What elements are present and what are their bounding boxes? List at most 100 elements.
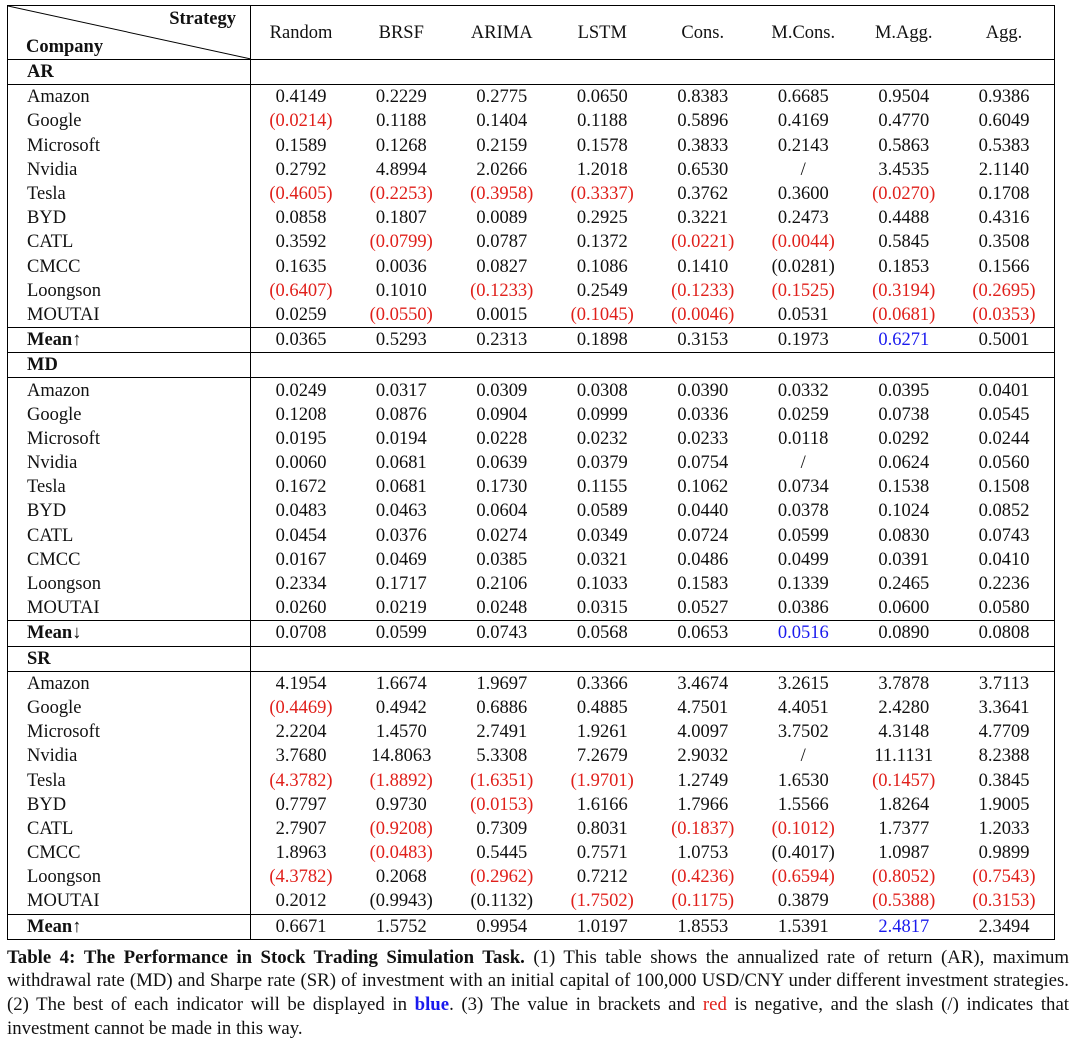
table-cell: 0.0386: [753, 596, 854, 622]
table-cell: (0.1457): [872, 770, 936, 791]
table-cell: 1.6674: [375, 673, 427, 694]
table-row: Google (0.4469) 0.4942 0.6886 0.4885 4.7501 4.…: [7, 695, 1055, 721]
company-name: Amazon: [7, 671, 251, 696]
table-cell: 0.0232: [576, 428, 628, 449]
table-cell: 0.1033: [576, 574, 628, 595]
table-cell: 0.1807: [375, 208, 427, 229]
table-cell: (0.3194): [872, 280, 936, 301]
mean-cell: 0.1898: [552, 327, 653, 354]
table-cell: 4.4051: [777, 697, 829, 718]
table-cell: 1.6530: [777, 770, 829, 791]
table-cell: 0.3508: [954, 230, 1055, 255]
table-row: BYD 0.7797 0.9730 (0.0153) 1.6166 1.7966 1.556…: [7, 792, 1055, 817]
table-cell: (0.1837): [671, 818, 735, 839]
table-cell: 0.3845: [954, 768, 1055, 793]
table-cell: (0.0353): [954, 302, 1055, 329]
table-cell: 0.5445: [476, 843, 528, 864]
table-cell: 0.0830: [878, 525, 930, 546]
table-cell: 0.7571: [576, 843, 628, 864]
section-name: AR: [7, 59, 251, 86]
table-cell: 0.0259: [250, 302, 351, 329]
table-cell: 0.1188: [376, 111, 427, 132]
table-row: Microsoft 0.0195 0.0194 0.0228 0.0232 0.0233 0…: [7, 426, 1055, 451]
table-cell: 0.1708: [954, 181, 1055, 207]
table-row: Microsoft 0.1589 0.1268 0.2159 0.1578 0.3833 0…: [7, 133, 1055, 158]
table-cell: 0.1024: [878, 501, 930, 522]
table-cell: 0.0604: [476, 501, 528, 522]
column-header: Agg.: [954, 5, 1055, 60]
table-cell: 0.9386: [954, 84, 1055, 110]
table-cell: 0.9504: [878, 87, 930, 108]
table-cell: 0.0787: [476, 232, 528, 253]
table-cell: (0.5388): [853, 889, 954, 915]
table-cell: (0.3958): [470, 184, 534, 205]
table-cell: 7.2679: [576, 746, 628, 767]
table-cell: 0.1208: [275, 404, 327, 425]
mean-cell: 2.3494: [954, 913, 1055, 940]
column-header: ARIMA: [451, 5, 552, 60]
best-mean-cell: 0.0516: [753, 620, 854, 647]
table-cell: 0.1188: [577, 111, 628, 132]
table-cell: 0.0650: [576, 87, 628, 108]
table-cell: 0.2106: [476, 574, 528, 595]
table-cell: 4.0097: [677, 722, 729, 743]
table-cell: 3.7113: [954, 671, 1055, 696]
table-cell: 0.0681: [375, 453, 427, 474]
table-cell: 0.0858: [275, 208, 327, 229]
company-name: Amazon: [7, 84, 251, 110]
table-cell: 0.3879: [753, 889, 854, 915]
table-cell: (0.9208): [369, 818, 433, 839]
table-cell: 1.0753: [677, 843, 729, 864]
table-cell: 0.0349: [576, 525, 628, 546]
caption-red-word: red: [702, 993, 727, 1015]
table-cell: 2.2204: [275, 722, 327, 743]
table-cell: 0.0385: [476, 549, 528, 570]
table-cell: 0.2775: [476, 87, 528, 108]
table-cell: 0.0194: [375, 428, 427, 449]
table-cell: 0.0560: [954, 451, 1055, 476]
table-cell: 1.8264: [878, 794, 930, 815]
mean-cell: 0.9954: [451, 913, 552, 940]
table-cell: 0.0483: [275, 501, 327, 522]
table-row: Nvidia 0.2792 4.8994 2.0266 1.2018 0.6530 / 3.4…: [7, 157, 1055, 182]
table-cell: (0.7543): [954, 865, 1055, 890]
table-cell: 0.6685: [777, 87, 829, 108]
table-cell: (0.0681): [853, 302, 954, 329]
table-cell: 0.0724: [677, 525, 729, 546]
table-cell: 0.1268: [375, 135, 427, 156]
table-cell: 0.0600: [853, 596, 954, 622]
mean-cell: 0.0808: [954, 620, 1055, 647]
table-cell: 0.1583: [677, 574, 729, 595]
corner-cell: Strategy Company: [7, 5, 251, 60]
table-cell: 0.2159: [476, 135, 528, 156]
table-cell: 0.4149: [275, 87, 327, 108]
table-cell: 0.0738: [878, 404, 930, 425]
mean-cell: 0.3153: [652, 327, 753, 354]
table-cell: (1.7502): [552, 889, 653, 915]
table-cell: 0.1730: [476, 477, 528, 498]
mean-cell: 0.0653: [652, 620, 753, 647]
table-cell: 0.2792: [275, 159, 327, 180]
table-cell: (0.9943): [351, 889, 452, 915]
company-name: Tesla: [7, 181, 251, 207]
table-cell: 0.0454: [275, 525, 327, 546]
table-cell: 0.1717: [375, 574, 427, 595]
table-row: Nvidia 3.7680 14.8063 5.3308 7.2679 2.9032 / 11…: [7, 744, 1055, 769]
table-cell: (0.2695): [954, 278, 1055, 303]
table-row: Amazon 0.4149 0.2229 0.2775 0.0650 0.8383 0.66…: [7, 84, 1055, 110]
company-name: CMCC: [7, 254, 251, 279]
table-cell: (0.1175): [652, 889, 753, 915]
table-cell: /: [800, 746, 806, 767]
section-name: SR: [7, 646, 251, 672]
table-cell: 2.9032: [677, 746, 729, 767]
mean-cell: 0.5001: [954, 327, 1055, 354]
table-row: CMCC 1.8963 (0.0483) 0.5445 0.7571 1.0753 (0.4…: [7, 841, 1055, 866]
table-row: CATL 0.0454 0.0376 0.0274 0.0349 0.0724 0.0599…: [7, 523, 1055, 548]
table-row: CMCC 0.1635 0.0036 0.0827 0.1086 0.1410 (0.028…: [7, 254, 1055, 279]
table-cell: 1.5566: [777, 794, 829, 815]
mean-cell: 0.0568: [552, 620, 653, 647]
company-name: Google: [7, 109, 251, 134]
caption-title: The Performance in Stock Trading Simulat…: [83, 946, 525, 968]
table-cell: 3.7680: [275, 746, 327, 767]
table-cell: 0.1635: [275, 256, 327, 277]
